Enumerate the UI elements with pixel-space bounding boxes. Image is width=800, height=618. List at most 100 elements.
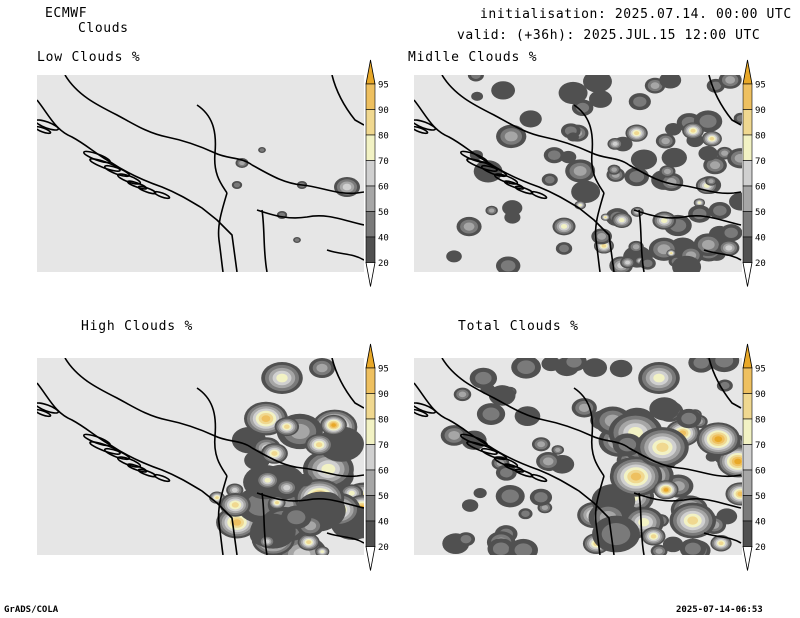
- colorbar-tick-label: 50: [378, 208, 389, 218]
- cloud-cell: [663, 168, 671, 175]
- valid-time: valid: (+36h): 2025.JUL.15 12:00 UTC: [457, 28, 761, 43]
- colorbar-segment: [742, 520, 753, 547]
- cloud-cell: [725, 245, 733, 251]
- cloud-cell: [582, 358, 608, 377]
- colorbar-segment: [365, 444, 376, 471]
- cloud-cell: [514, 406, 541, 427]
- colorbar-tick-label: 95: [378, 365, 389, 375]
- cloud-cell: [541, 358, 561, 372]
- cloud-cell: [611, 167, 617, 172]
- colorbar-segment: [365, 160, 376, 187]
- map-background: [37, 75, 364, 272]
- coastline: [414, 382, 615, 555]
- island: [414, 402, 437, 414]
- cloud-cell: [650, 82, 660, 89]
- cloud-cell: [718, 541, 724, 546]
- colorbar-top-arrow: [365, 343, 376, 369]
- colorbar-segment: [365, 367, 376, 394]
- border: [708, 75, 742, 126]
- cloud-cell: [583, 75, 612, 93]
- border: [594, 475, 605, 555]
- cloud-cell: [661, 218, 668, 224]
- colorbar-tick-label: 95: [755, 81, 766, 91]
- colorbar-tick-label: 90: [378, 390, 389, 400]
- cloud-cell: [259, 148, 265, 152]
- cloud-cell: [692, 208, 707, 220]
- cloud-cell: [720, 381, 730, 390]
- cloud-cell: [500, 467, 513, 478]
- cloud-cell: [461, 499, 479, 512]
- colorbar-segment: [742, 134, 753, 161]
- cloud-cell: [656, 442, 669, 452]
- cloud-cell: [492, 542, 510, 555]
- colorbar-tick-label: 95: [755, 365, 766, 375]
- cloud-cell: [715, 358, 734, 368]
- cloud-cell: [684, 542, 701, 555]
- cloud-cell: [642, 259, 653, 268]
- border: [261, 492, 268, 555]
- cloud-cell: [458, 391, 467, 398]
- cloud-cell: [500, 260, 516, 272]
- cloud-cell: [504, 131, 518, 142]
- colorbar-high: 95 90 80 70 60 50 40 20: [365, 343, 389, 571]
- island: [37, 125, 52, 135]
- cloud-cell: [687, 516, 699, 525]
- cloud-cell: [578, 203, 582, 207]
- model-name: ECMWF: [45, 6, 88, 21]
- colorbar-middle: 95 90 80 70 60 50 40 20: [742, 59, 766, 287]
- colorbar-segment: [742, 367, 753, 394]
- colorbar-tick-label: 40: [755, 234, 766, 244]
- cloud-cell: [609, 359, 633, 378]
- cloud-cell: [693, 358, 709, 369]
- cloud-cell: [275, 501, 279, 505]
- border: [594, 192, 605, 272]
- cloud-cell: [315, 492, 341, 512]
- border: [326, 532, 364, 544]
- cloud-cell: [283, 424, 290, 429]
- border: [628, 164, 742, 195]
- cloud-cell: [460, 534, 472, 544]
- map-total-clouds: [414, 358, 742, 555]
- cloud-cell: [681, 412, 697, 425]
- cloud-cell: [502, 200, 523, 216]
- map-high-clouds: [37, 358, 364, 555]
- island: [89, 158, 121, 172]
- colorbar-segment: [742, 236, 753, 263]
- colorbar-bottom-arrow: [742, 546, 753, 571]
- cloud-cell: [514, 543, 533, 555]
- colorbar-tick-label: 60: [378, 183, 389, 193]
- cloud-cell: [670, 252, 673, 254]
- cloud-cell: [541, 505, 549, 511]
- cloud-cell: [537, 441, 546, 448]
- cloud-cell: [296, 473, 313, 487]
- cloud-cell: [239, 160, 245, 166]
- cloud-cell: [724, 227, 738, 238]
- border: [573, 104, 605, 194]
- cloud-cell: [316, 363, 328, 373]
- cloud-cell: [482, 407, 500, 421]
- island: [466, 441, 498, 455]
- cloud-cell: [232, 519, 242, 526]
- border: [703, 532, 742, 544]
- colorbar-tick-label: 70: [755, 441, 766, 451]
- colorbar-tick-label: 80: [755, 416, 766, 426]
- colorbar-tick-label: 60: [755, 467, 766, 477]
- cloud-cell: [625, 260, 631, 265]
- island: [37, 119, 60, 131]
- border: [251, 164, 364, 195]
- cloud-cell: [629, 171, 645, 183]
- colorbar-tick-label: 20: [378, 543, 389, 553]
- cloud-cell: [589, 90, 613, 108]
- border: [326, 249, 364, 261]
- cloud-cell: [471, 75, 481, 80]
- colorbar-segment: [742, 495, 753, 522]
- colorbar-tick-label: 20: [755, 543, 766, 553]
- cloud-cell: [560, 224, 568, 229]
- cloud-cell: [448, 431, 460, 440]
- island: [514, 185, 534, 195]
- colorbar-tick-label: 60: [755, 183, 766, 193]
- colorbar-top-arrow: [742, 343, 753, 369]
- panel-title-high: High Clouds %: [81, 319, 194, 334]
- colorbar-segment: [742, 444, 753, 471]
- colorbar-segment: [365, 83, 376, 110]
